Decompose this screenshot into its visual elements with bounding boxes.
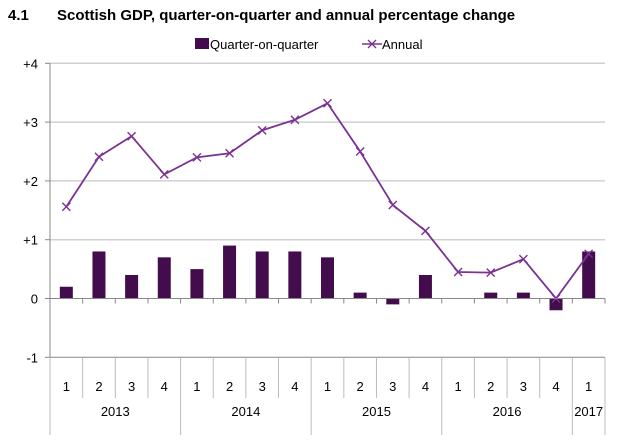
point-annual [225,148,235,158]
quarter-label: 1 [585,379,592,394]
bar-quarter-on-quarter [386,298,400,305]
point-annual [420,226,430,236]
bar-quarter-on-quarter [582,251,596,299]
quarter-label: 2 [487,379,494,394]
bar-quarter-on-quarter [288,251,302,299]
y-tick-label: +1 [23,233,38,248]
bar-quarter-on-quarter [125,274,139,299]
bar-quarter-on-quarter [157,257,171,299]
point-annual [388,200,398,210]
point-annual [355,147,365,156]
point-annual [127,131,137,141]
legend-label-quarter: Quarter-on-quarter [210,37,319,52]
quarter-label: 4 [291,379,298,394]
bar-quarter-on-quarter [255,251,269,299]
quarter-label: 4 [161,379,168,394]
point-annual [486,268,496,278]
point-annual [290,115,300,125]
point-annual [584,249,594,259]
point-annual [192,152,202,162]
bar-quarter-on-quarter [516,292,530,299]
legend-swatch-quarter [195,38,209,49]
quarter-label: 4 [422,379,429,394]
point-annual [323,98,332,108]
bar-quarter-on-quarter [549,298,563,311]
quarter-label: 1 [63,379,70,394]
quarter-label: 3 [259,379,266,394]
legend: Quarter-on-quarter Annual [195,37,423,52]
bar-quarter-on-quarter [190,269,204,299]
year-label: 2016 [493,404,522,419]
y-tick-label: 0 [31,292,38,307]
bar-quarter-on-quarter [223,245,237,299]
quarter-label: 3 [520,379,527,394]
quarter-label: 2 [95,379,102,394]
legend-swatch-annual [362,39,382,49]
y-tick-label: -1 [26,350,38,365]
bar-quarter-on-quarter [59,286,73,299]
bar-quarter-on-quarter [92,251,106,299]
quarter-label: 1 [454,379,461,394]
bar-quarter-on-quarter [418,274,432,299]
year-label: 2017 [574,404,603,419]
quarter-label: 2 [357,379,364,394]
point-annual [518,254,528,264]
point-annual [453,267,463,277]
point-annual [159,169,169,179]
quarter-label: 2 [226,379,233,394]
year-label: 2014 [231,404,260,419]
year-label: 2015 [362,404,391,419]
bar-quarter-on-quarter [484,292,498,299]
quarter-label: 1 [324,379,331,394]
point-annual [61,202,71,212]
quarter-label: 1 [193,379,200,394]
legend-label-annual: Annual [382,37,423,52]
year-label: 2013 [101,404,130,419]
point-annual [94,152,104,162]
figure-number: 4.1 [8,7,29,24]
bar-quarter-on-quarter [353,292,367,299]
point-annual [257,125,267,135]
y-tick-label: +3 [23,115,38,130]
quarter-label: 4 [552,379,559,394]
chart-title: Scottish GDP, quarter-on-quarter and ann… [57,7,515,24]
y-tick-label: +2 [23,174,38,189]
quarter-label: 3 [389,379,396,394]
quarter-label: 3 [128,379,135,394]
y-tick-label: +4 [23,56,38,71]
bar-quarter-on-quarter [321,257,334,299]
